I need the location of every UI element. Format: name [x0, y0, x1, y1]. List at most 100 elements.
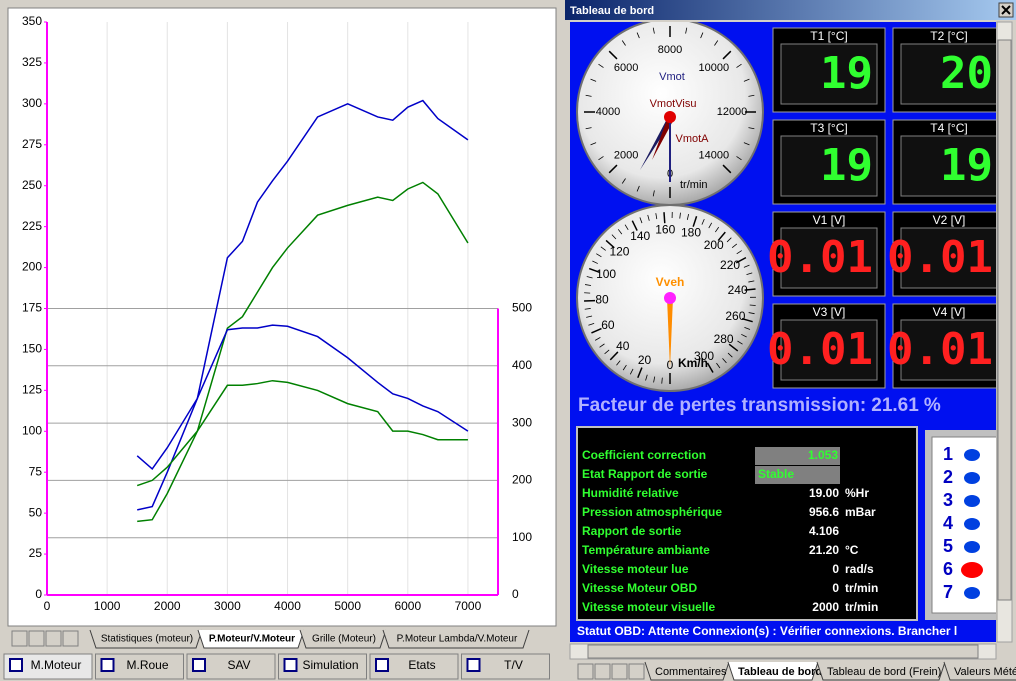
button-number[interactable]: 2: [943, 467, 953, 487]
nav-button[interactable]: [577, 663, 594, 680]
gauge-label: 200: [704, 238, 724, 252]
param-unit: mBar: [845, 505, 876, 519]
x-tick-label: 1000: [94, 599, 121, 613]
led[interactable]: [964, 587, 980, 599]
param-label: Rapport de sortie: [582, 524, 682, 538]
param-value: 0: [832, 581, 839, 595]
tab[interactable]: [644, 661, 730, 681]
gauge-tick: [621, 178, 626, 184]
gauge-tick: [596, 253, 602, 258]
y-tick-label: 250: [22, 178, 42, 192]
gauge-tick: [588, 267, 600, 274]
nav-button[interactable]: [611, 663, 628, 680]
gauge-tick: [621, 40, 626, 46]
gauge-tick: [655, 213, 658, 220]
gauge-tick: [600, 246, 606, 251]
gauge-tick: [743, 264, 750, 268]
gauge-tick: [701, 218, 705, 225]
tab[interactable]: [299, 629, 387, 649]
gauge-tick: [708, 222, 713, 229]
led[interactable]: [964, 449, 980, 461]
gauge-tick: [631, 220, 638, 231]
display-label: T2 [°C]: [930, 29, 967, 43]
nav-button[interactable]: [28, 630, 45, 647]
param-value: Stable: [758, 467, 794, 481]
gauge-tick: [588, 323, 595, 326]
button-number[interactable]: 7: [943, 582, 953, 602]
gauge-label: 0: [667, 358, 674, 372]
display-value: 19: [940, 140, 993, 191]
y-tick-label: 300: [22, 96, 42, 110]
led[interactable]: [964, 518, 980, 530]
nav-button[interactable]: [11, 630, 28, 647]
series-line: [136, 379, 468, 487]
display-value: 20: [940, 48, 993, 99]
needle-label: VmotA: [675, 133, 709, 145]
panel-title: Tableau de bord: [570, 5, 654, 17]
led[interactable]: [964, 541, 980, 553]
tab[interactable]: [197, 629, 305, 649]
led[interactable]: [961, 562, 983, 578]
bottom-tab-label: SAV: [227, 658, 250, 672]
tab-icon: [283, 658, 298, 672]
param-value: 0: [832, 562, 839, 576]
button-number[interactable]: 6: [943, 559, 953, 579]
nav-button[interactable]: [45, 630, 62, 647]
y-tick-label: 200: [22, 260, 42, 274]
gauge-tick: [608, 164, 618, 174]
y-tick-label: 125: [22, 383, 42, 397]
gauge-tick: [744, 326, 751, 330]
gauge-tick: [722, 164, 732, 174]
needle-label: VmotVisu: [650, 98, 697, 110]
led[interactable]: [964, 472, 980, 484]
display-value: 0.01: [767, 324, 873, 375]
display-digits-bg: [900, 319, 996, 381]
button-number[interactable]: 1: [943, 444, 953, 464]
series-line: [136, 324, 469, 471]
param-value: 956.6: [809, 505, 839, 519]
param-label: Coefficient correction: [582, 448, 706, 462]
gauge-tick: [741, 317, 753, 323]
display-label: V1 [V]: [813, 213, 846, 227]
gauge-tick: [737, 340, 743, 345]
gauge-label: 240: [728, 283, 748, 297]
button-number[interactable]: 3: [943, 490, 953, 510]
tab[interactable]: [89, 629, 203, 649]
nav-button[interactable]: [62, 630, 79, 647]
led[interactable]: [964, 495, 980, 507]
gauge-name: Vmot: [659, 71, 685, 83]
gauge-unit: Km/h: [678, 356, 708, 370]
param-label: Humidité relative: [582, 486, 679, 500]
params-box: [576, 426, 918, 621]
close-button[interactable]: [998, 2, 1014, 18]
gauge-tick: [622, 364, 627, 371]
tab-icon: [192, 658, 206, 672]
display-label: T3 [°C]: [810, 121, 847, 135]
display-digits-bg: [900, 227, 996, 289]
tab-label: P.Moteur Lambda/V.Moteur: [397, 634, 518, 645]
series-line: [137, 181, 469, 523]
gauge-tick: [653, 376, 656, 383]
y-tick-label: 100: [22, 423, 42, 437]
buttons-inner: [931, 436, 996, 614]
button-number[interactable]: 4: [943, 513, 953, 533]
nav-button[interactable]: [594, 663, 611, 680]
tab[interactable]: [727, 661, 819, 681]
display-value: 19: [820, 48, 873, 99]
gauge-label: 60: [601, 318, 615, 332]
gauge-tick: [661, 377, 663, 384]
display-digits-bg: [780, 135, 878, 197]
display-value: 0.01: [887, 232, 993, 283]
gauge-tick: [594, 337, 601, 341]
tab[interactable]: [943, 661, 1016, 681]
bottom-tab-label: M.Roue: [126, 658, 168, 672]
button-number[interactable]: 5: [943, 536, 953, 556]
needle-hub: [664, 292, 676, 304]
tab[interactable]: [382, 629, 530, 649]
h-scroll-thumb[interactable]: [587, 644, 979, 659]
nav-button[interactable]: [628, 663, 645, 680]
param-value: 21.20: [809, 543, 839, 557]
tab[interactable]: [816, 661, 946, 681]
v-scroll-thumb[interactable]: [997, 39, 1012, 601]
tab-label: Grille (Moteur): [312, 634, 376, 645]
